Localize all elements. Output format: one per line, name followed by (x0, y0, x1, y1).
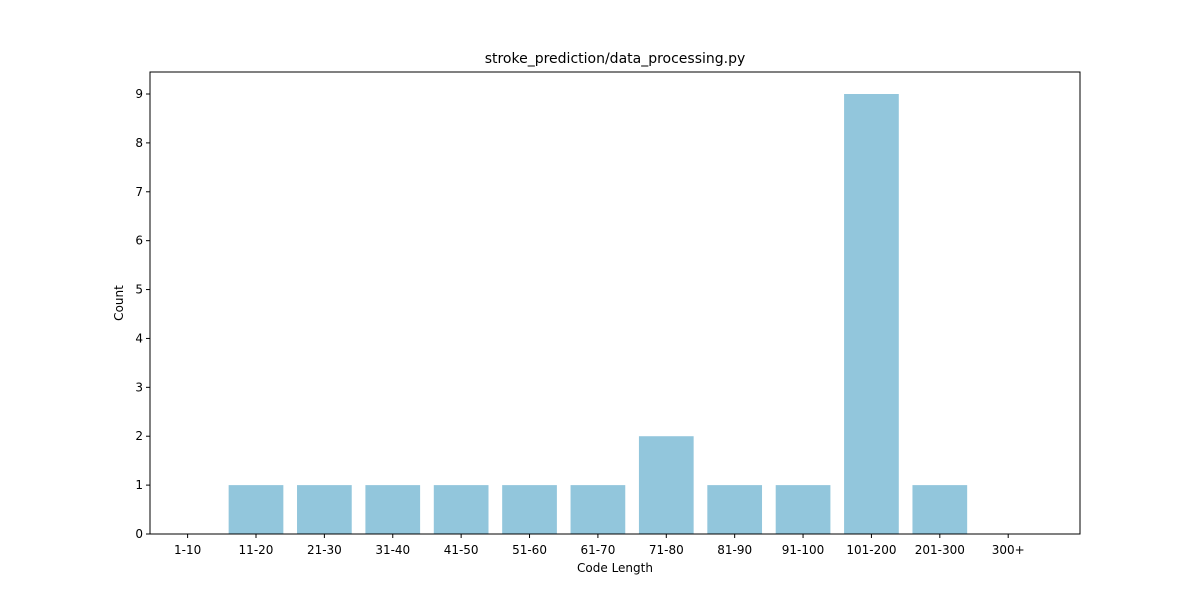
y-tick-label: 7 (135, 185, 143, 199)
y-tick-label: 0 (135, 527, 143, 541)
x-tick-label: 11-20 (239, 543, 274, 557)
x-tick-label: 300+ (992, 543, 1025, 557)
y-tick-label: 2 (135, 429, 143, 443)
bar-11-20 (228, 485, 284, 534)
y-tick-label: 5 (135, 283, 143, 297)
bar-71-80 (638, 436, 694, 534)
bar-61-70 (570, 485, 626, 534)
x-tick-label: 41-50 (444, 543, 479, 557)
x-tick-label: 61-70 (580, 543, 615, 557)
y-tick-label: 4 (135, 331, 143, 345)
x-tick-label: 71-80 (649, 543, 684, 557)
y-axis-ticks: 0 1 2 3 4 5 6 7 8 9 (135, 87, 150, 541)
bar-21-30 (297, 485, 352, 534)
x-tick-label: 1-10 (174, 543, 201, 557)
x-axis-ticks: 1-10 11-20 21-30 31-40 41-50 51-60 61-70 71-80 8… (174, 534, 1025, 557)
y-tick-label: 6 (135, 234, 143, 248)
bars-group (228, 94, 968, 534)
bar-41-50 (433, 485, 489, 534)
y-tick-label: 1 (135, 478, 143, 492)
y-axis-label: Count (112, 285, 126, 321)
y-tick-label: 3 (135, 380, 143, 394)
x-tick-label: 31-40 (375, 543, 410, 557)
x-tick-label: 21-30 (307, 543, 342, 557)
bar-101-200 (844, 94, 899, 534)
bar-31-40 (365, 485, 421, 534)
y-tick-label: 9 (135, 87, 143, 101)
x-tick-label: 81-90 (717, 543, 752, 557)
x-tick-label: 51-60 (512, 543, 547, 557)
x-tick-label: 91-100 (782, 543, 825, 557)
bar-201-300 (912, 485, 968, 534)
bar-81-90 (707, 485, 763, 534)
x-tick-label: 201-300 (915, 543, 965, 557)
y-tick-label: 8 (135, 136, 143, 150)
bar-51-60 (502, 485, 557, 534)
chart-title: stroke_prediction/data_processing.py (485, 51, 746, 67)
x-axis-label: Code Length (577, 561, 653, 575)
plot-frame (149, 71, 1081, 535)
x-tick-label: 101-200 (846, 543, 896, 557)
bar-91-100 (775, 485, 831, 534)
